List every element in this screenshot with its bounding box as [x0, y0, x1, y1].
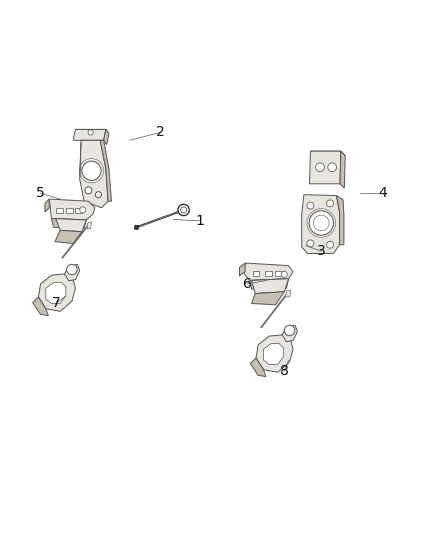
Circle shape: [316, 163, 324, 172]
Polygon shape: [340, 151, 345, 188]
Polygon shape: [240, 263, 245, 276]
Circle shape: [95, 192, 102, 198]
Polygon shape: [73, 130, 106, 140]
Polygon shape: [286, 290, 291, 297]
Circle shape: [88, 130, 93, 135]
Text: 5: 5: [36, 187, 45, 200]
Text: 1: 1: [195, 214, 204, 228]
Circle shape: [85, 187, 92, 194]
Polygon shape: [263, 344, 283, 365]
Circle shape: [67, 264, 77, 275]
Circle shape: [178, 204, 189, 216]
Polygon shape: [33, 297, 48, 316]
Circle shape: [80, 207, 86, 213]
Polygon shape: [66, 208, 73, 213]
Text: 2: 2: [156, 125, 165, 140]
Polygon shape: [100, 140, 112, 201]
Polygon shape: [56, 219, 86, 232]
Polygon shape: [251, 358, 266, 377]
Text: 7: 7: [51, 296, 60, 311]
Circle shape: [326, 200, 333, 207]
Polygon shape: [45, 199, 49, 212]
Polygon shape: [46, 282, 66, 303]
Text: 8: 8: [280, 364, 289, 378]
Circle shape: [82, 161, 101, 180]
Circle shape: [326, 241, 333, 248]
Circle shape: [180, 207, 187, 213]
Circle shape: [284, 325, 295, 336]
Polygon shape: [134, 225, 139, 230]
Circle shape: [307, 202, 314, 209]
Polygon shape: [282, 325, 297, 342]
Circle shape: [281, 271, 287, 277]
Polygon shape: [310, 151, 341, 184]
Text: 4: 4: [378, 187, 387, 200]
Polygon shape: [252, 292, 284, 305]
Polygon shape: [244, 263, 293, 280]
Polygon shape: [252, 279, 289, 294]
Polygon shape: [64, 264, 80, 281]
Polygon shape: [336, 196, 344, 245]
Polygon shape: [104, 130, 109, 144]
Circle shape: [309, 211, 333, 235]
Polygon shape: [256, 335, 293, 372]
Polygon shape: [51, 219, 86, 229]
Circle shape: [328, 163, 336, 172]
Polygon shape: [265, 271, 272, 276]
Polygon shape: [250, 279, 289, 289]
Circle shape: [314, 215, 329, 231]
Polygon shape: [302, 195, 339, 254]
Polygon shape: [75, 208, 82, 213]
Polygon shape: [253, 271, 259, 276]
Text: 3: 3: [317, 244, 325, 259]
Polygon shape: [87, 222, 92, 229]
Polygon shape: [49, 199, 95, 220]
Polygon shape: [311, 151, 345, 156]
Polygon shape: [80, 140, 108, 208]
Circle shape: [307, 240, 314, 247]
Polygon shape: [55, 230, 82, 244]
Polygon shape: [75, 130, 109, 134]
Polygon shape: [275, 271, 282, 276]
Polygon shape: [56, 208, 63, 213]
Polygon shape: [39, 274, 75, 311]
Text: 6: 6: [243, 277, 252, 291]
